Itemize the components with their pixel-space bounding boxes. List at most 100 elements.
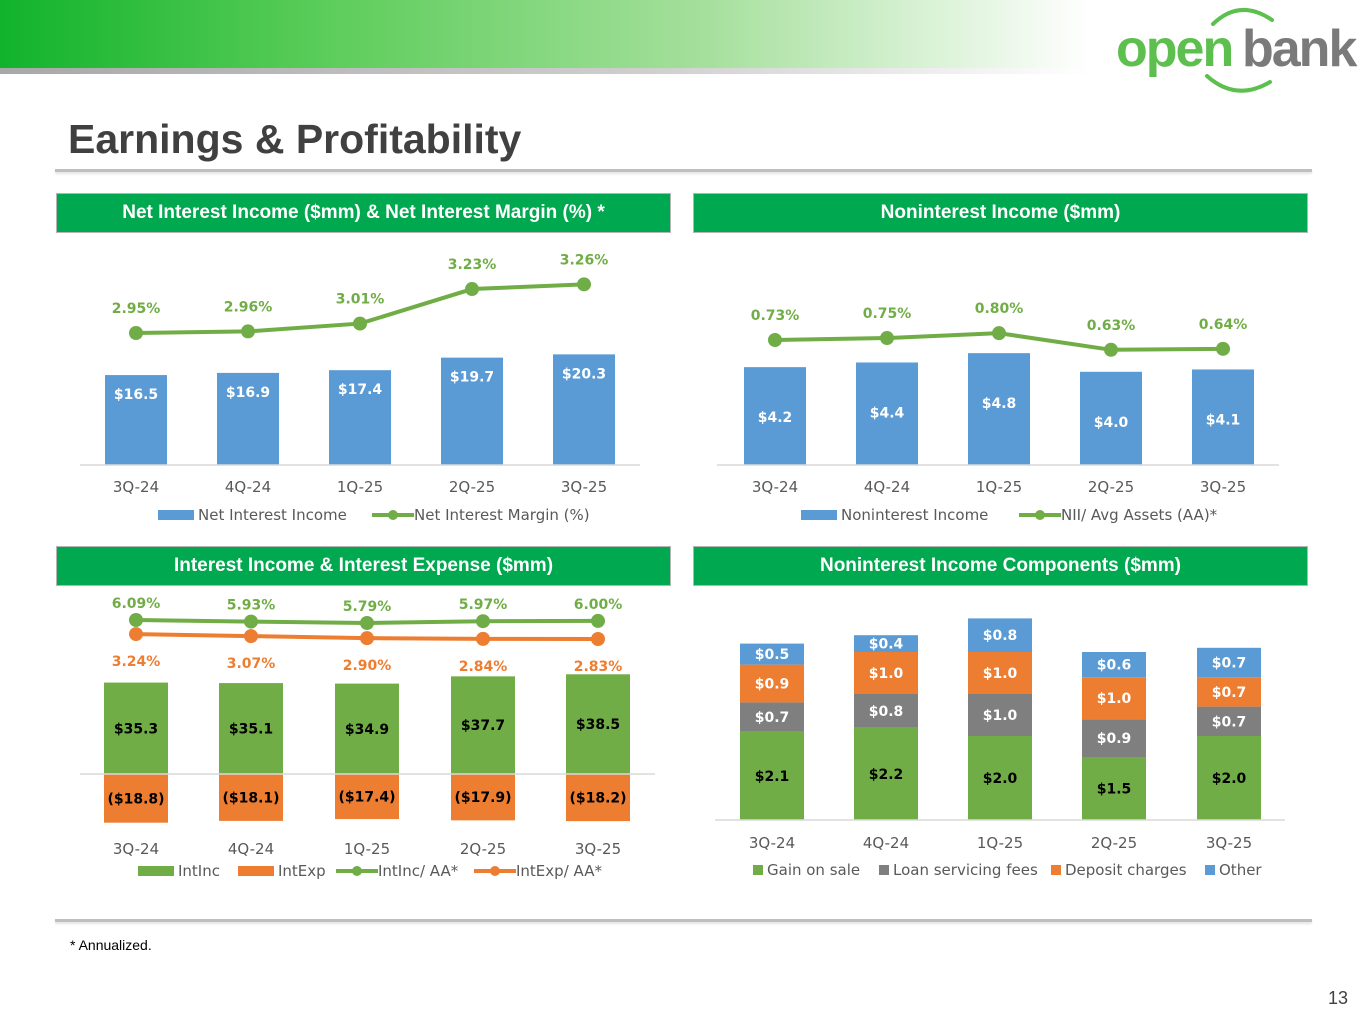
legend-marker-0-1-dot: [388, 510, 398, 520]
bar-3-3-3: [1082, 652, 1146, 678]
bar-1-0-2: [968, 353, 1030, 465]
legend-marker-3-2: [1051, 865, 1061, 875]
bar-0-0-3: [441, 357, 503, 465]
bar-label-2-1-3: ($17.9): [454, 790, 511, 806]
bar-2-1-2: [335, 774, 399, 820]
title-divider: [55, 169, 1312, 172]
x-tick-label: 2Q-25: [1091, 834, 1137, 852]
logo-text-bank: bank: [1242, 20, 1357, 78]
bar-3-0-0: [740, 731, 804, 820]
panel-header-components: Noninterest Income Components ($mm): [693, 546, 1308, 586]
line-label-0-1-2: 3.01%: [336, 292, 385, 308]
legend-label-2-1: IntExp: [278, 862, 326, 880]
bar-label-3-2-1: $1.0: [869, 666, 904, 682]
legend-label-2-2: IntInc/ AA*: [378, 862, 459, 880]
panel-header-nii: Net Interest Income ($mm) & Net Interest…: [56, 193, 671, 233]
bar-label-3-3-4: $0.7: [1212, 656, 1247, 672]
line-label-2-3-2: 2.90%: [343, 658, 392, 674]
line-point-2-3-2: [360, 631, 374, 646]
bar-3-1-2: [968, 694, 1032, 736]
bar-3-3-2: [968, 618, 1032, 652]
logo-arc-bottom: [1205, 74, 1272, 93]
legend-marker-3-1: [879, 865, 889, 875]
legend-label-0-0: Net Interest Income: [198, 506, 347, 524]
legend-label-3-1: Loan servicing fees: [893, 861, 1038, 879]
bar-label-3-0-3: $1.5: [1097, 782, 1132, 798]
line-label-0-1-1: 2.96%: [224, 299, 273, 315]
bar-1-0-3: [1080, 371, 1142, 465]
bar-label-3-1-0: $0.7: [755, 710, 790, 726]
x-tick-label: 3Q-25: [575, 840, 621, 858]
bar-label-2-1-1: ($18.1): [222, 790, 279, 806]
bar-label-3-2-0: $0.9: [755, 677, 790, 693]
bar-label-2-1-4: ($18.2): [569, 791, 626, 807]
bar-label-3-0-1: $2.2: [869, 767, 904, 783]
x-tick-label: 3Q-25: [1200, 478, 1246, 496]
bar-label-2-0-2: $34.9: [345, 722, 389, 738]
bar-label-3-1-4: $0.7: [1212, 714, 1247, 730]
bar-3-2-0: [740, 664, 804, 703]
legend-marker-2-3-dot: [490, 866, 500, 876]
line-point-2-3-1: [244, 629, 258, 644]
legend-label-3-3: Other: [1219, 861, 1262, 879]
bar-label-1-0-2: $4.8: [982, 396, 1017, 412]
bar-label-2-0-3: $37.7: [461, 718, 505, 734]
x-tick-label: 3Q-25: [1206, 834, 1252, 852]
header-bar-shadow: [0, 68, 1090, 74]
bar-label-3-2-2: $1.0: [983, 666, 1018, 682]
chart-net-interest-income: $16.5 $16.9 $17.4 $19.7 $20.3 2.95% 2.96% 3.01%…: [56, 236, 671, 536]
bar-2-1-3: [451, 774, 515, 821]
legend-marker-2-2-dot: [352, 866, 362, 876]
bar-label-2-0-0: $35.3: [114, 721, 158, 737]
line-point-2-3-4: [591, 632, 605, 646]
bar-2-0-3: [451, 676, 515, 774]
x-tick-label: 3Q-24: [113, 840, 159, 858]
bar-3-3-1: [854, 635, 918, 652]
line-label-1-1-3: 0.63%: [1087, 318, 1136, 334]
x-tick-label: 2Q-25: [460, 840, 506, 858]
x-tick-label: 3Q-24: [113, 478, 159, 496]
line-label-2-2-1: 5.93%: [227, 598, 276, 614]
bar-label-3-3-3: $0.6: [1097, 658, 1132, 674]
bar-2-0-4: [566, 674, 630, 774]
bar-label-0-0-4: $20.3: [562, 366, 606, 382]
bar-label-3-3-2: $0.8: [983, 628, 1018, 644]
line-label-1-1-2: 0.80%: [975, 301, 1024, 317]
bar-label-3-0-2: $2.0: [983, 771, 1018, 787]
bar-3-1-3: [1082, 719, 1146, 757]
line-point-2-2-3: [476, 614, 490, 629]
header-gradient-bar: [0, 0, 1090, 68]
line-label-2-2-2: 5.79%: [343, 599, 392, 615]
line-point-1-1-0: [768, 333, 782, 347]
bar-3-0-3: [1082, 757, 1146, 820]
legend-marker-1-0: [801, 510, 837, 520]
bar-label-0-0-3: $19.7: [450, 370, 494, 386]
line-point-1-1-4: [1216, 341, 1230, 356]
line-label-0-1-0: 2.95%: [112, 301, 161, 317]
bar-label-3-3-0: $0.5: [755, 647, 790, 663]
bar-3-2-1: [854, 652, 918, 694]
x-tick-label: 1Q-25: [976, 478, 1022, 496]
bar-0-0-2: [329, 370, 391, 465]
bar-3-2-4: [1197, 677, 1261, 707]
bar-1-0-4: [1192, 369, 1254, 465]
bar-label-1-0-1: $4.4: [870, 405, 905, 421]
x-tick-label: 4Q-24: [864, 478, 910, 496]
bar-label-1-0-0: $4.2: [758, 410, 793, 426]
x-tick-label: 3Q-24: [752, 478, 798, 496]
line-point-1-1-3: [1104, 342, 1118, 357]
x-tick-label: 1Q-25: [337, 478, 383, 496]
x-tick-label: 3Q-24: [749, 834, 795, 852]
chart-interest-income-expense: $35.3 $35.1 $34.9 $37.7 $38.5 ($18.8) ($18.1) (…: [56, 589, 671, 889]
chart-noninterest-income: $4.2 $4.4 $4.8 $4.0 $4.1 0.73% 0.75% 0.80% 0.63%…: [693, 236, 1308, 536]
footnote: * Annualized.: [70, 937, 152, 953]
line-point-0-1-4: [577, 277, 591, 292]
bar-2-1-0: [104, 774, 168, 823]
legend-marker-1-1-dot: [1035, 510, 1045, 520]
bar-3-3-0: [740, 643, 804, 665]
bar-label-0-0-2: $17.4: [338, 382, 383, 398]
bar-label-3-3-1: $0.4: [869, 637, 904, 653]
line-label-2-2-4: 6.00%: [574, 597, 623, 613]
x-tick-label: 4Q-24: [228, 840, 274, 858]
legend-label-1-0: Noninterest Income: [841, 506, 988, 524]
